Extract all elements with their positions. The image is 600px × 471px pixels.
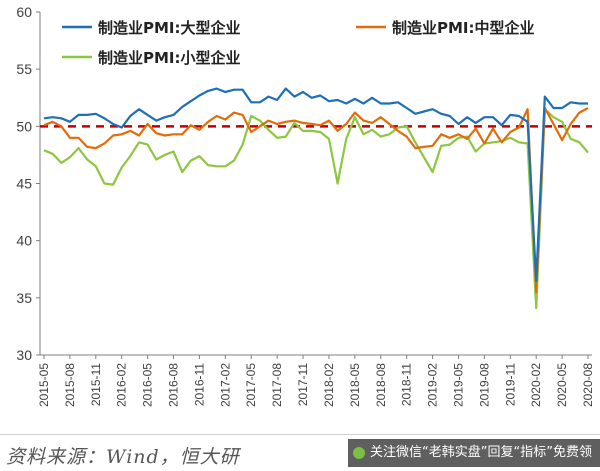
- watermark-text: 关注微信“老韩实盘”回复“指标”免费领: [370, 445, 592, 460]
- x-tick-label: 2016-11: [192, 363, 206, 406]
- x-tick-label: 2019-08: [477, 363, 491, 407]
- x-tick-label: 2018-08: [374, 363, 388, 407]
- x-tick-label: 2020-02: [529, 363, 543, 407]
- source-footer: 资料来源：Wind，恒大研 关注微信“老韩实盘”回复“指标”免费领: [0, 434, 600, 471]
- x-tick-label: 2019-02: [426, 363, 440, 407]
- y-tick-label: 45: [16, 176, 32, 192]
- y-tick-label: 30: [16, 347, 32, 363]
- legend-label-2: 制造业PMI:小型企业: [98, 49, 241, 67]
- wechat-icon: [353, 447, 366, 459]
- x-tick-label: 2015-05: [37, 363, 51, 407]
- x-tick-label: 2018-11: [400, 363, 414, 406]
- x-tick-label: 2020-08: [581, 363, 595, 407]
- series-line-2: [43, 108, 589, 310]
- legend-label-0: 制造业PMI:大型企业: [98, 19, 241, 37]
- x-tick-label: 2019-05: [451, 363, 465, 407]
- series-line-0: [43, 87, 588, 282]
- y-tick-label: 55: [16, 61, 32, 77]
- x-tick-label: 2018-05: [348, 363, 362, 407]
- x-tick-label: 2017-11: [296, 363, 310, 406]
- legend-label-1: 制造业PMI:中型企业: [392, 19, 535, 37]
- series-line-1: [43, 106, 589, 294]
- x-tick-label: 2016-05: [141, 363, 155, 407]
- series-lines: [43, 87, 589, 310]
- y-tick-labels: 30 35 40 45 50 55 60: [16, 4, 40, 363]
- y-tick-label: 60: [16, 4, 32, 20]
- x-tick-label: 2020-05: [555, 363, 569, 407]
- x-tick-label: 2017-02: [218, 363, 232, 407]
- x-tick-label: 2016-08: [167, 363, 181, 407]
- y-tick-label: 35: [16, 290, 32, 306]
- x-tick-label: 2015-08: [63, 363, 77, 407]
- x-tick-label: 2018-02: [322, 363, 336, 407]
- source-text: 资料来源：Wind，恒大研: [6, 446, 240, 468]
- watermark-banner: 关注微信“老韩实盘”回复“指标”免费领: [348, 439, 600, 467]
- x-tick-labels: 2015-05 2015-08 2015-11 2016-02 2016-05 2016-…: [37, 355, 595, 407]
- x-tick-label: 2017-05: [244, 363, 258, 407]
- x-tick-label: 2015-11: [89, 363, 103, 406]
- x-tick-label: 2019-11: [503, 363, 517, 406]
- y-tick-label: 50: [16, 118, 32, 134]
- x-tick-label: 2017-08: [270, 363, 284, 407]
- y-tick-label: 40: [16, 233, 32, 249]
- x-tick-label: 2016-02: [115, 363, 129, 407]
